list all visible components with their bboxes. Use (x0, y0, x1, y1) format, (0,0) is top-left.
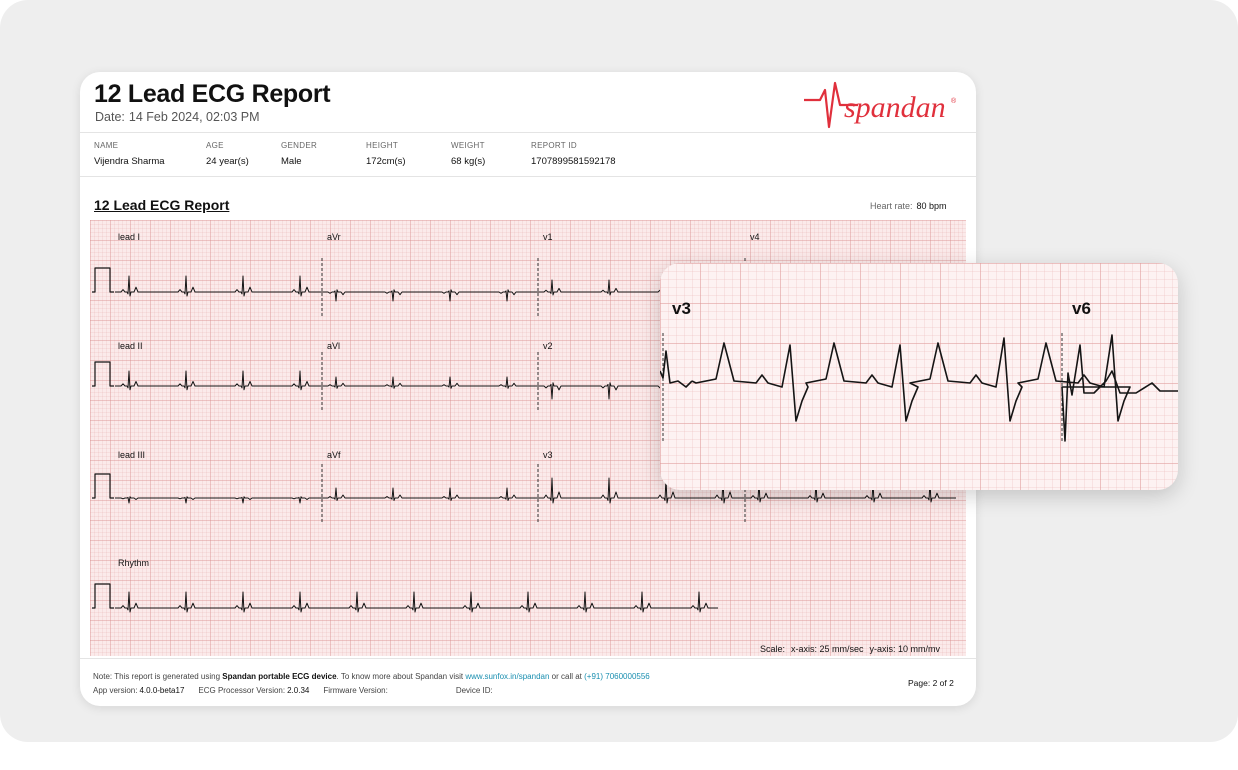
report-title: 12 Lead ECG Report (94, 80, 331, 108)
date-label: Date: (95, 110, 125, 124)
header-divider (80, 132, 976, 133)
ecg-trace-avr (322, 289, 538, 302)
zoom-label-v6: v6 (1072, 299, 1091, 318)
lead-label-ii: lead II (118, 341, 143, 351)
lead-label-v1: v1 (543, 232, 553, 242)
lead-label-v4: v4 (750, 232, 760, 242)
lead-label-v2: v2 (543, 341, 553, 351)
page-number: Page: 2 of 2 (908, 678, 954, 688)
phone-link[interactable]: (+91) 7060000556 (584, 672, 650, 681)
lead-label-avr: aVr (327, 232, 341, 242)
scale-x: x-axis: 25 mm/sec (791, 644, 864, 654)
lead-label-v3: v3 (543, 450, 553, 460)
lead-label-rhythm: Rhythm (118, 558, 150, 568)
ecg-trace-lead-iii (115, 496, 322, 504)
ecg-trace-rhythm (115, 591, 718, 613)
calibration-pulse-row-1 (92, 267, 114, 293)
svg-text:®: ® (951, 97, 957, 105)
ecg-processor-version: 2.0.34 (287, 686, 310, 695)
ecg-trace-lead-i (115, 275, 322, 297)
scale-info: Scale: x-axis: 25 mm/sec y-axis: 10 mm/mv (760, 644, 941, 654)
footer-divider (80, 658, 976, 659)
scale-y: y-axis: 10 mm/mv (869, 644, 941, 654)
spandan-link[interactable]: www.sunfox.in/spandan (465, 672, 550, 681)
logo-wordmark: spandan (844, 91, 946, 124)
report-note: Note: This report is generated using Spa… (93, 672, 650, 681)
app-version: 4.0.0-beta17 (139, 686, 185, 695)
zoom-label-v3: v3 (672, 299, 691, 318)
zoom-trace-start (660, 350, 693, 388)
patient-name: NAME Vijendra Sharma (94, 141, 165, 167)
ecg-trace-v3 (538, 477, 745, 504)
lead-label-avf: aVf (327, 450, 341, 460)
calibration-pulse-row-3 (92, 473, 114, 499)
info-divider (80, 176, 976, 177)
patient-height: HEIGHT 172cm(s) (366, 141, 406, 167)
zoom-trace-v3-v6 (691, 334, 1178, 442)
version-info: App version: 4.0.0-beta17 ECG Processor Ve… (93, 686, 493, 695)
ecg-trace-avf (322, 487, 538, 501)
date-value: 14 Feb 2024, 02:03 PM (128, 110, 260, 124)
patient-gender: GENDER Male (281, 141, 318, 167)
ecg-trace-v6 (745, 481, 956, 503)
lead-label-iii: lead III (118, 450, 146, 460)
section-title: 12 Lead ECG Report (94, 197, 230, 213)
report-id: REPORT ID 1707899581592178 (531, 141, 616, 167)
lead-label-i: lead I (118, 232, 141, 242)
heart-rate: Heart rate: 80 bpm (870, 201, 947, 211)
zoomed-lead-panel: v3 v6 (660, 263, 1178, 490)
patient-weight: WEIGHT 68 kg(s) (451, 141, 486, 167)
lead-label-avl: aVl (327, 341, 341, 351)
spandan-logo: spandan ® (804, 81, 957, 129)
ecg-trace-avl (322, 376, 538, 389)
zoomed-ecg-trace (660, 333, 1178, 443)
patient-age: AGE 24 year(s) (206, 141, 249, 167)
calibration-pulse-rhythm (92, 583, 114, 609)
heart-rate-value: 80 bpm (916, 201, 947, 211)
ecg-trace-lead-ii (115, 370, 322, 391)
report-date: Date: 14 Feb 2024, 02:03 PM (95, 110, 260, 124)
calibration-pulse-row-2 (92, 361, 114, 387)
